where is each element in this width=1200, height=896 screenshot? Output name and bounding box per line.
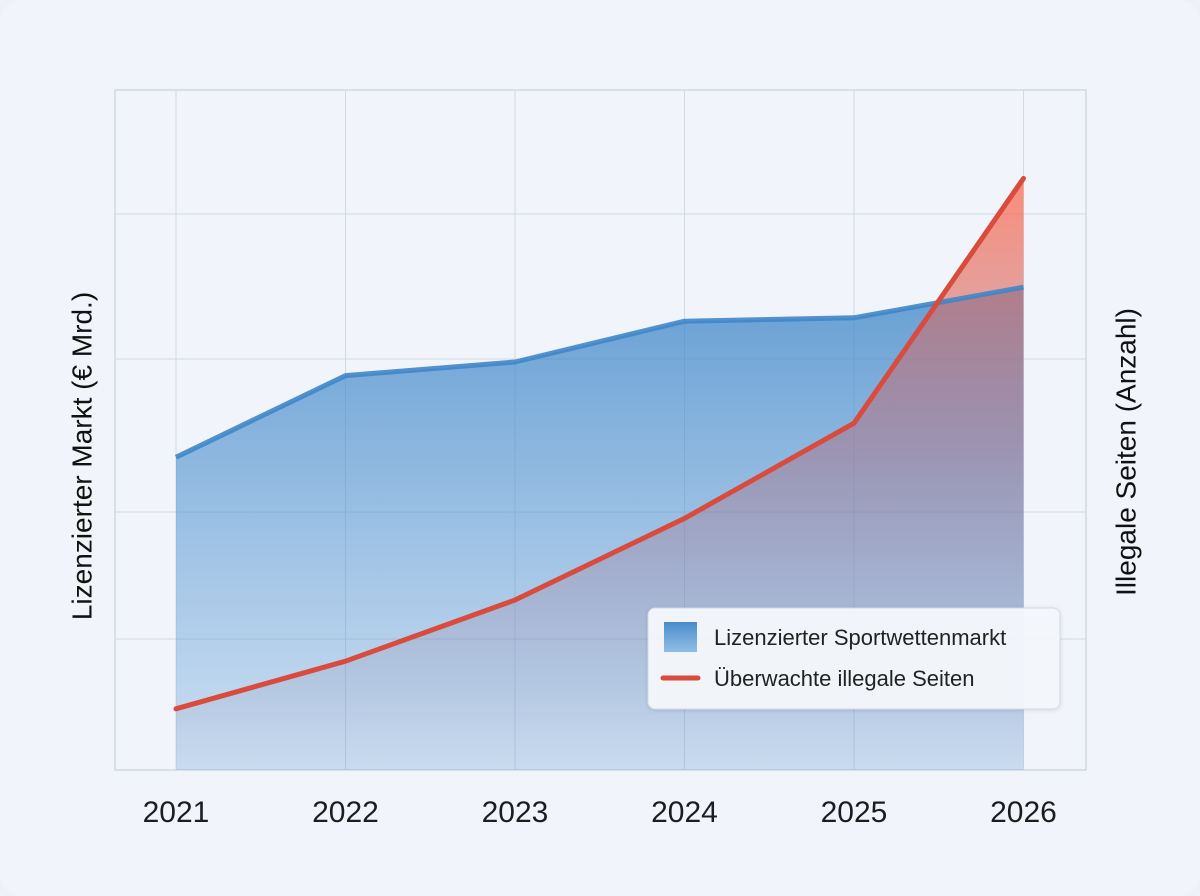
x-axis: 2021 2022 2023 2024 2025 2026 <box>143 796 1057 829</box>
x-tick-label: 2023 <box>482 796 549 829</box>
legend-label-area: Lizenzierter Sportwettenmarkt <box>714 625 1006 650</box>
legend-label-line: Überwachte illegale Seiten <box>714 666 975 691</box>
line-illegale-seiten <box>173 175 1026 712</box>
legend-swatch-area <box>664 622 697 652</box>
legend-items: Lizenzierter Sportwettenmarkt Überwachte… <box>660 622 1006 691</box>
y-axis-right-label: Illegale Seiten (Anzahl) <box>1110 308 1141 596</box>
series-line <box>173 175 1026 712</box>
x-tick-label: 2025 <box>821 796 888 829</box>
x-tick-label: 2026 <box>990 796 1057 829</box>
x-tick-label: 2021 <box>143 796 210 829</box>
legend <box>647 607 1061 710</box>
y-axis-left-label: Lizenzierter Markt (€ Mrd.) <box>66 292 97 620</box>
x-tick-label: 2024 <box>651 796 718 829</box>
line-lizenzierter-markt <box>174 284 1024 460</box>
x-tick-label: 2022 <box>312 796 379 829</box>
